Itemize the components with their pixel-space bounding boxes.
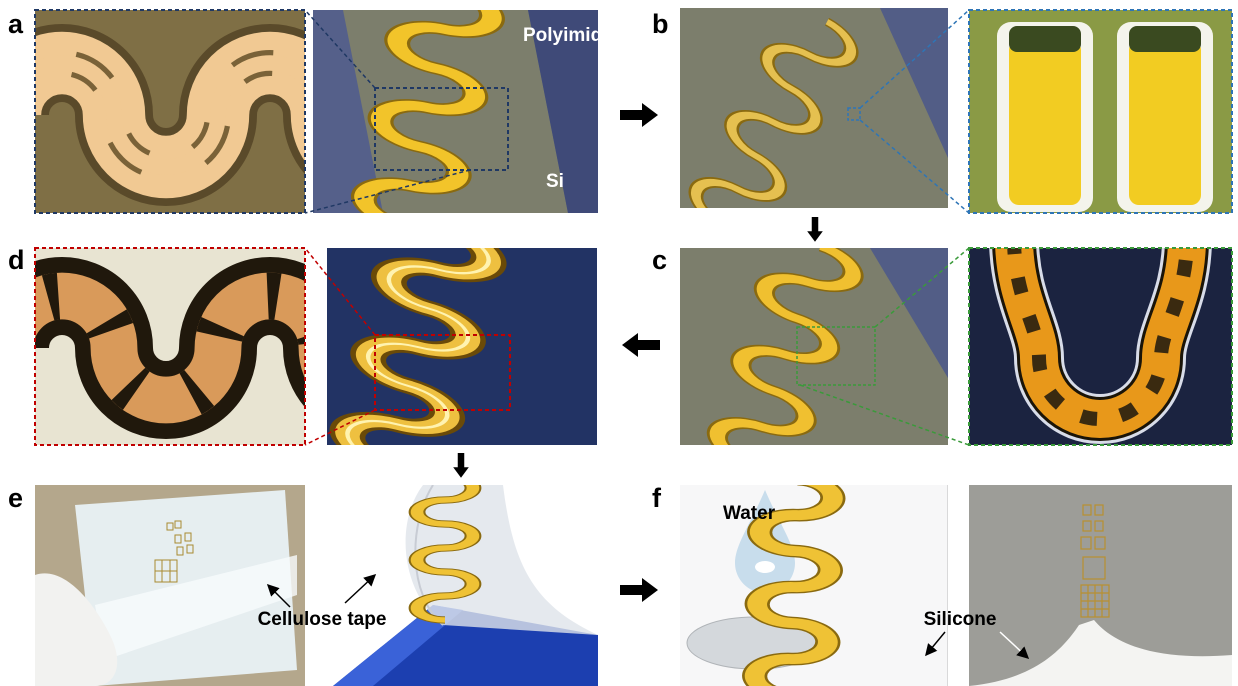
callout: Water <box>723 503 776 524</box>
panel-label: b <box>652 9 669 39</box>
render-image <box>680 234 948 476</box>
callout: Cellulose tape <box>258 609 387 630</box>
zoom-image <box>969 238 1232 445</box>
callout: Polyimide <box>523 25 613 46</box>
render-image <box>680 5 948 240</box>
render-image <box>680 478 948 686</box>
photo-image <box>35 485 305 686</box>
render-image <box>327 219 597 475</box>
flow-arrow <box>620 578 658 602</box>
illustration-shape <box>1129 26 1201 52</box>
illustration-shape <box>755 561 775 573</box>
zoom-image <box>969 10 1232 213</box>
flow-arrow <box>620 103 658 127</box>
panel-label: c <box>652 245 667 275</box>
callout: Silicone <box>924 609 997 630</box>
photo-image <box>969 485 1232 686</box>
illustration-shape <box>1009 26 1081 52</box>
callout: Si <box>546 171 564 192</box>
flow-arrow <box>807 217 823 242</box>
flow-arrow <box>453 453 469 478</box>
panel-label: d <box>8 245 25 275</box>
render-image <box>313 476 598 686</box>
illustration-shape <box>1129 40 1201 205</box>
panel-label: e <box>8 483 23 513</box>
flow-arrow <box>622 333 660 357</box>
panel-label: f <box>652 483 662 513</box>
panel-label: a <box>8 9 24 39</box>
figure: Polyimide Si a b c <box>0 0 1238 686</box>
illustration-shape <box>1009 40 1081 205</box>
